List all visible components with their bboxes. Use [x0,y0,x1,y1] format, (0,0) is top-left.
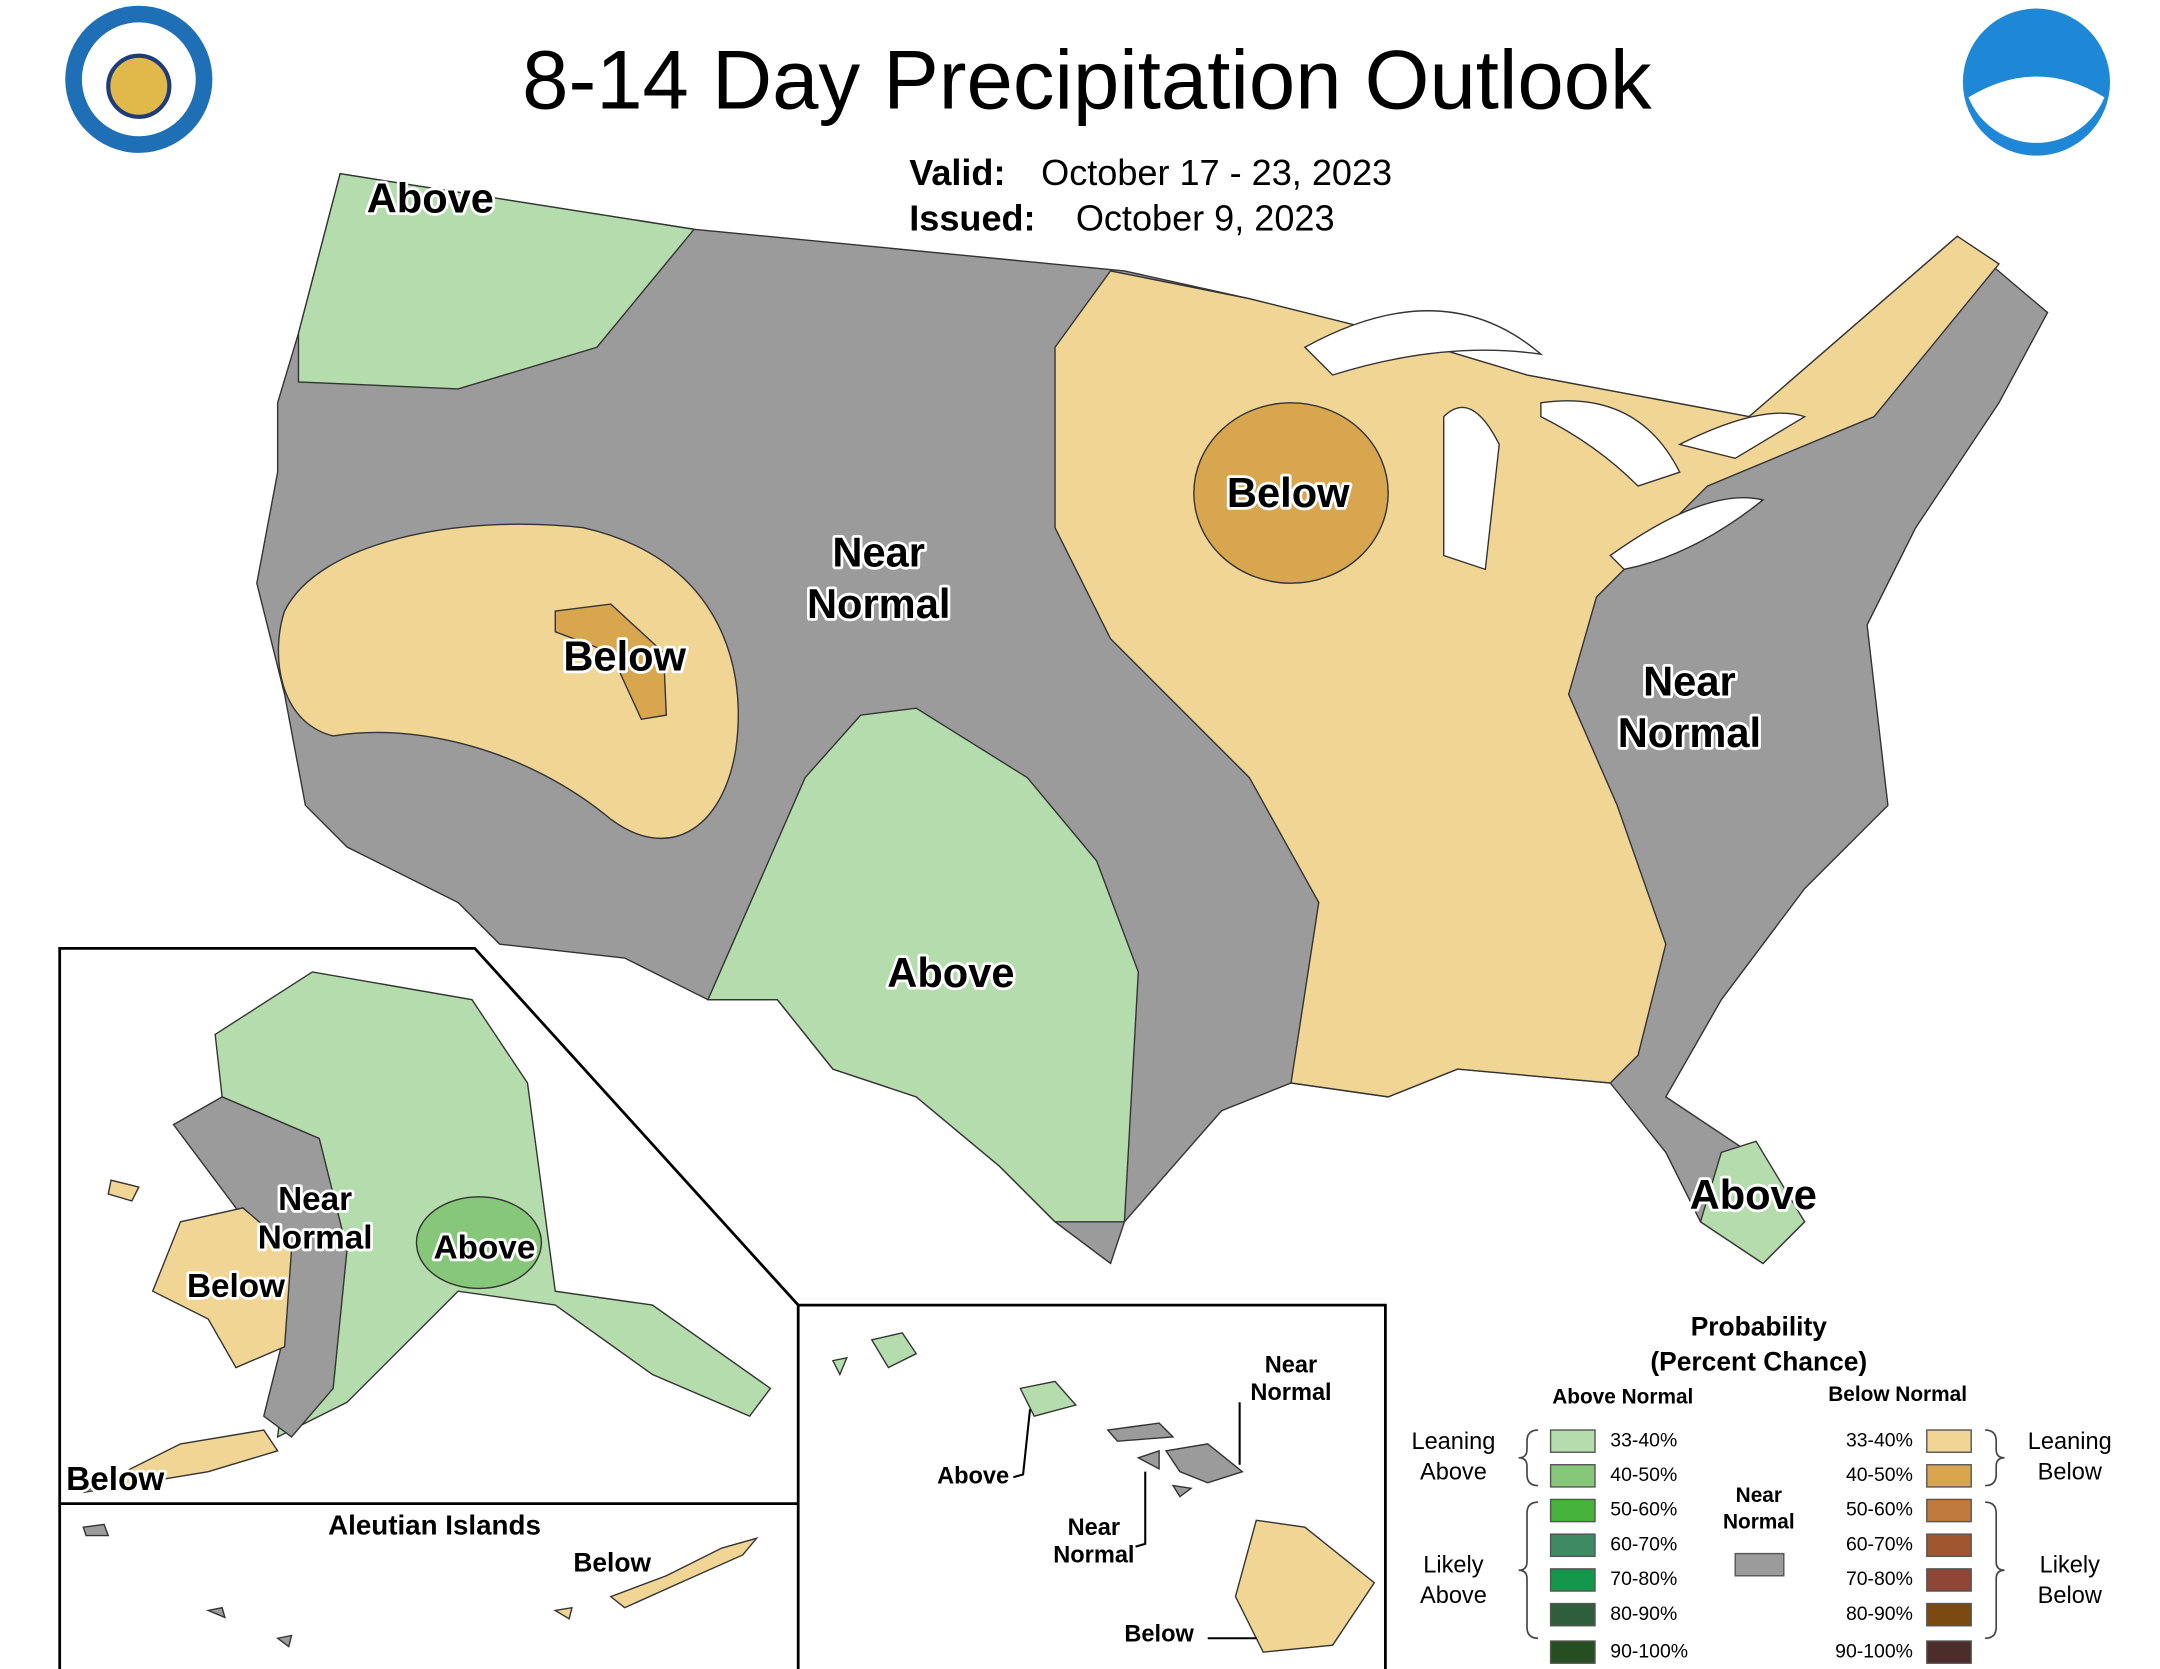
legend-label: 80-90% [1610,1603,1677,1625]
issued-date: October 9, 2023 [1076,198,1335,239]
region-label: Normal [807,580,950,627]
legend-title: Probability [1691,1312,1828,1342]
legend-label: 90-100% [1610,1640,1688,1662]
alaska [82,971,772,1494]
region-label: Below [563,633,686,680]
alaska-label: Above [434,1229,536,1266]
hawaii-label: Normal [1053,1542,1134,1568]
legend-header: Above Normal [1552,1386,1693,1409]
conus [256,172,2049,1265]
legend-label: 50-60% [1846,1499,1913,1521]
hawaii-frame [798,1303,1387,1669]
legend-group: Likely [1423,1551,1483,1577]
noaa-logo [1962,8,2111,156]
legend-group: Normal [1723,1511,1795,1534]
valid-dates: October 17 - 23, 2023 [1041,152,1392,193]
hawaii-label: Above [937,1462,1009,1488]
legend-group: Below [2038,1458,2103,1484]
legend-group: Above [1420,1458,1487,1484]
hawaii-label: Below [1124,1621,1194,1647]
legend-label: 40-50% [1610,1464,1677,1486]
region-label: Above [1690,1171,1817,1218]
legend-swatch [1549,1464,1596,1488]
legend-swatch [1926,1602,1972,1627]
alaska-label: Normal [258,1220,373,1257]
title: 8-14 Day Precipitation Outlook [522,33,1652,126]
region-label: Near [832,528,925,575]
legend-label: 80-90% [1846,1603,1913,1625]
legend-swatch [1549,1429,1596,1453]
region-label: Above [367,174,494,221]
legend-label: 60-70% [1846,1533,1913,1555]
legend-swatch [1926,1640,1972,1664]
legend-swatch [1549,1533,1596,1558]
commerce-seal [65,5,213,153]
region-label: Above [887,949,1014,996]
legend-swatch [1549,1498,1596,1523]
issued-label: Issued: [909,198,1035,239]
legend-swatch [1926,1568,1972,1592]
legend-label: 60-70% [1610,1533,1677,1555]
legend-swatch [1926,1464,1972,1488]
legend-swatch [1734,1552,1785,1577]
legend-swatch [1926,1498,1972,1523]
legend-label: 33-40% [1610,1429,1677,1451]
legend-label: 33-40% [1846,1429,1913,1451]
legend-group: Above [1420,1582,1487,1608]
region-label: Below [1227,469,1350,516]
alaska-label: Below [66,1461,164,1498]
legend-brace [1518,1429,2005,1640]
alaska-frame [58,946,800,1669]
legend-swatch [1549,1602,1596,1627]
legend-title: (Percent Chance) [1650,1346,1867,1376]
legend-label: 40-50% [1846,1464,1913,1486]
valid-label: Valid: [909,152,1005,193]
legend-label: 50-60% [1610,1499,1677,1521]
aleutians [82,1523,759,1648]
region-label: Near [1643,658,1736,705]
hawaii-label: Normal [1250,1379,1331,1405]
hawaii-label: Near [1068,1514,1120,1540]
alaska-label: Near [278,1181,352,1218]
legend-header: Below Normal [1828,1383,1967,1406]
legend-group: Below [2038,1582,2103,1608]
region-label: Normal [1618,709,1761,756]
legend-label: 90-100% [1835,1640,1913,1662]
legend-group: Leaning [2028,1428,2112,1454]
aleutian-title: Aleutian Islands [328,1510,541,1541]
legend-group: Near [1736,1484,1782,1507]
legend-swatch [1926,1429,1972,1453]
aleutian-label: Below [573,1548,651,1578]
legend-swatch [1549,1568,1596,1592]
legend-swatch [1926,1533,1972,1558]
legend-swatch [1549,1640,1596,1664]
legend-label: 70-80% [1846,1568,1913,1590]
alaska-label: Below [187,1268,285,1305]
legend-group: Leaning [1411,1428,1495,1454]
legend-label: 70-80% [1610,1568,1677,1590]
hawaii [831,1332,1376,1653]
hawaii-label: Near [1265,1351,1317,1377]
legend-group: Likely [2040,1551,2100,1577]
